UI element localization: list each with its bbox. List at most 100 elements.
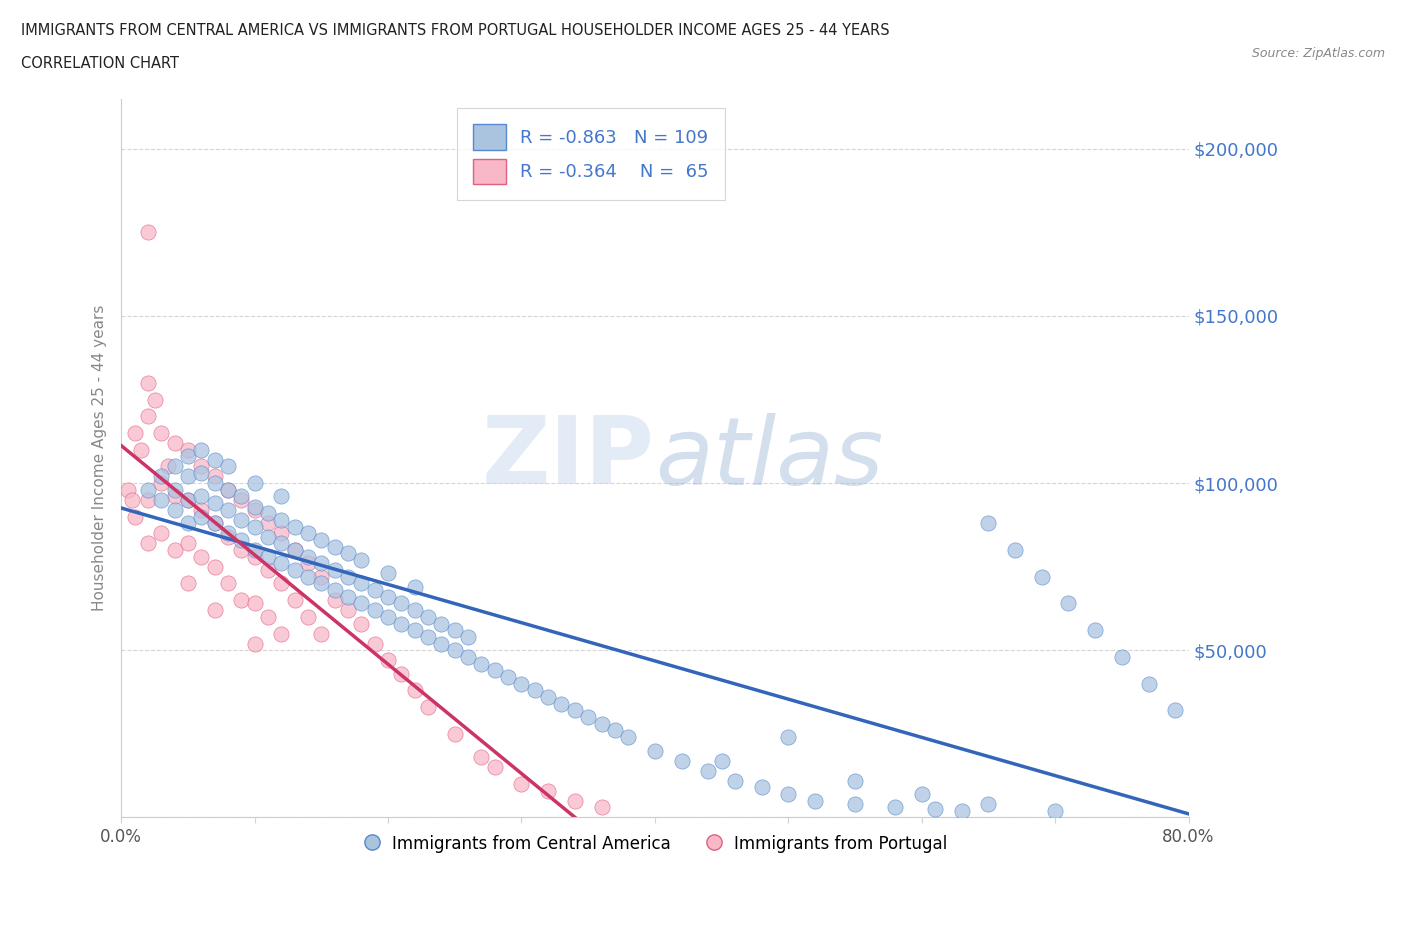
Point — [163, 459, 186, 474]
Point — [136, 409, 159, 424]
Point — [323, 592, 346, 607]
Point — [591, 716, 613, 731]
Point — [550, 697, 572, 711]
Point — [270, 626, 292, 641]
Point — [443, 623, 465, 638]
Point — [364, 603, 387, 618]
Point — [778, 787, 800, 802]
Point — [163, 502, 186, 517]
Point — [284, 542, 307, 557]
Point — [243, 502, 266, 517]
Point — [751, 780, 773, 795]
Point — [177, 576, 200, 591]
Point — [350, 596, 373, 611]
Point — [177, 443, 200, 458]
Point — [311, 576, 333, 591]
Point — [231, 592, 253, 607]
Point — [284, 542, 307, 557]
Point — [1043, 804, 1066, 818]
Point — [323, 583, 346, 598]
Point — [217, 483, 239, 498]
Point — [311, 556, 333, 571]
Point — [430, 616, 453, 631]
Point — [204, 516, 226, 531]
Point — [350, 552, 373, 567]
Point — [121, 492, 143, 507]
Point — [496, 670, 519, 684]
Point — [884, 800, 907, 815]
Text: atlas: atlas — [655, 413, 883, 503]
Point — [484, 760, 506, 775]
Point — [591, 800, 613, 815]
Point — [136, 225, 159, 240]
Point — [124, 426, 146, 441]
Point — [284, 563, 307, 578]
Point — [337, 603, 360, 618]
Point — [150, 492, 173, 507]
Point — [231, 533, 253, 548]
Point — [377, 609, 399, 624]
Point — [243, 636, 266, 651]
Point — [163, 489, 186, 504]
Point — [564, 703, 586, 718]
Text: IMMIGRANTS FROM CENTRAL AMERICA VS IMMIGRANTS FROM PORTUGAL HOUSEHOLDER INCOME A: IMMIGRANTS FROM CENTRAL AMERICA VS IMMIG… — [21, 23, 890, 38]
Point — [243, 475, 266, 490]
Point — [270, 512, 292, 527]
Point — [177, 469, 200, 484]
Point — [470, 657, 492, 671]
Point — [297, 569, 319, 584]
Point — [311, 626, 333, 641]
Point — [297, 609, 319, 624]
Point — [671, 753, 693, 768]
Point — [284, 592, 307, 607]
Point — [416, 699, 439, 714]
Point — [337, 569, 360, 584]
Point — [911, 787, 934, 802]
Point — [217, 529, 239, 544]
Point — [389, 596, 412, 611]
Point — [389, 666, 412, 681]
Point — [270, 536, 292, 551]
Point — [163, 542, 186, 557]
Point — [1111, 649, 1133, 664]
Point — [231, 542, 253, 557]
Point — [377, 590, 399, 604]
Point — [217, 502, 239, 517]
Point — [377, 653, 399, 668]
Point — [804, 793, 827, 808]
Point — [1031, 569, 1053, 584]
Point — [177, 449, 200, 464]
Point — [257, 506, 280, 521]
Point — [177, 536, 200, 551]
Point — [231, 489, 253, 504]
Text: ZIP: ZIP — [482, 412, 655, 504]
Point — [311, 533, 333, 548]
Point — [231, 512, 253, 527]
Point — [404, 683, 426, 698]
Point — [416, 609, 439, 624]
Point — [350, 576, 373, 591]
Point — [257, 529, 280, 544]
Point — [217, 525, 239, 540]
Point — [243, 519, 266, 534]
Point — [457, 649, 479, 664]
Point — [270, 556, 292, 571]
Point — [143, 392, 166, 407]
Point — [323, 539, 346, 554]
Point — [603, 723, 626, 737]
Point — [364, 636, 387, 651]
Point — [430, 636, 453, 651]
Point — [470, 750, 492, 764]
Point — [443, 726, 465, 741]
Point — [443, 643, 465, 658]
Point — [297, 556, 319, 571]
Point — [457, 630, 479, 644]
Point — [204, 496, 226, 511]
Point — [950, 804, 973, 818]
Point — [163, 483, 186, 498]
Point — [510, 676, 533, 691]
Point — [337, 590, 360, 604]
Point — [177, 492, 200, 507]
Point — [217, 483, 239, 498]
Point — [257, 516, 280, 531]
